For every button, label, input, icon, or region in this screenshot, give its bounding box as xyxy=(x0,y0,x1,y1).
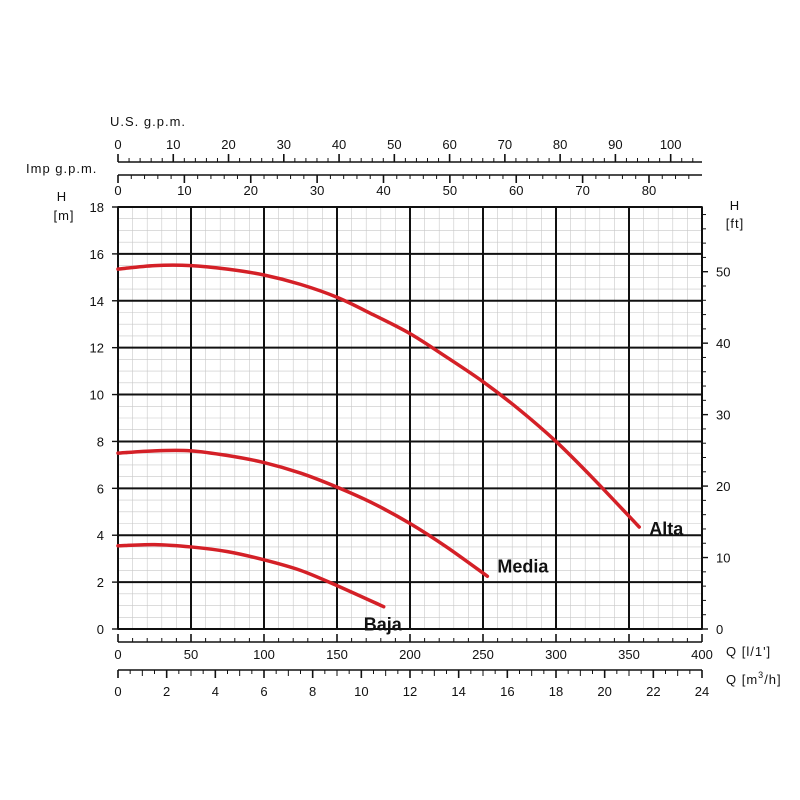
bottom-axis-title-m3h-part3: /h] xyxy=(764,672,781,687)
top-imp-axis-tick-label: 80 xyxy=(642,183,656,198)
bottom-axis-lps-tick-label: 300 xyxy=(545,647,567,662)
bottom-axis-m3h-tick-label: 0 xyxy=(114,684,121,699)
left-axis-title-h: H xyxy=(57,189,67,204)
bottom-axis-title-m3h-sup: 3 xyxy=(758,670,764,680)
bottom-axis-title-lps-part1: Q [l/1 xyxy=(726,644,763,659)
top-us-axis-tick-label: 50 xyxy=(387,137,401,152)
bottom-axis-m3h-tick-label: 20 xyxy=(597,684,611,699)
bottom-axis-m3h-tick-label: 18 xyxy=(549,684,563,699)
top-us-axis-tick-label: 70 xyxy=(498,137,512,152)
bottom-axis-title-lps-part2: '] xyxy=(763,644,771,659)
top-imp-axis-tick-label: 20 xyxy=(244,183,258,198)
left-axis-tick-label: 6 xyxy=(97,481,104,496)
bottom-axis-m3h-tick-label: 4 xyxy=(212,684,219,699)
bottom-axis-m3h-tick-label: 22 xyxy=(646,684,660,699)
left-axis-tick-label: 12 xyxy=(90,341,104,356)
left-axis-title-unit: [m] xyxy=(53,208,74,223)
bottom-axis-lps-tick-label: 0 xyxy=(114,647,121,662)
right-axis-tick-label: 50 xyxy=(716,265,730,280)
left-axis-tick-label: 10 xyxy=(90,388,104,403)
bottom-axis-lps-tick-label: 400 xyxy=(691,647,713,662)
left-axis-tick-label: 0 xyxy=(97,622,104,637)
bottom-axis-title-m3h-part1: Q [m xyxy=(726,672,758,687)
left-axis-tick-label: 16 xyxy=(90,247,104,262)
curve-alta xyxy=(116,263,641,529)
bottom-axis-title-m3h: Q [m3/h] xyxy=(726,670,782,687)
top-imp-axis-tick-label: 30 xyxy=(310,183,324,198)
top-us-axis-tick-label: 80 xyxy=(553,137,567,152)
right-axis-tick-label: 0 xyxy=(716,622,723,637)
bottom-axis-lps-tick-label: 150 xyxy=(326,647,348,662)
bottom-axis-m3h-tick-label: 8 xyxy=(309,684,316,699)
right-axis-title-h: H xyxy=(730,198,740,213)
top-us-axis-tick-label: 0 xyxy=(114,137,121,152)
bottom-axis-m3h-tick-label: 10 xyxy=(354,684,368,699)
top-us-axis-tick-label: 30 xyxy=(277,137,291,152)
bottom-axis-title-lps: Q [l/1'] xyxy=(726,644,771,659)
curve-label-alta: Alta xyxy=(649,519,684,539)
top-us-axis-tick-label: 60 xyxy=(442,137,456,152)
plot-frame xyxy=(117,206,703,630)
curves: Alta Media Baja xyxy=(116,263,684,635)
right-axis-tick-label: 20 xyxy=(716,479,730,494)
top-imp-axis-title: Imp g.p.m. xyxy=(26,161,97,176)
bottom-axis-m3h-tick-label: 12 xyxy=(403,684,417,699)
top-imp-axis-tick-label: 50 xyxy=(443,183,457,198)
curve-baja xyxy=(116,542,386,609)
bottom-axis-lps-tick-label: 250 xyxy=(472,647,494,662)
top-imp-axis-tick-label: 70 xyxy=(575,183,589,198)
left-axis-tick-label: 18 xyxy=(90,200,104,215)
right-axis-tick-label: 30 xyxy=(716,408,730,423)
left-axis-tick-label: 4 xyxy=(97,528,104,543)
top-us-axis-tick-label: 90 xyxy=(608,137,622,152)
curve-label-baja: Baja xyxy=(364,615,403,635)
top-us-axis-title: U.S. g.p.m. xyxy=(110,114,186,129)
top-us-axis-tick-label: 10 xyxy=(166,137,180,152)
top-us-axis-tick-label: 40 xyxy=(332,137,346,152)
right-axis-tick-label: 40 xyxy=(716,336,730,351)
top-imp-axis-tick-label: 60 xyxy=(509,183,523,198)
curve-label-media: Media xyxy=(497,556,549,576)
left-axis-tick-label: 2 xyxy=(97,575,104,590)
top-imp-axis-tick-label: 40 xyxy=(376,183,390,198)
top-us-axis-tick-label: 20 xyxy=(221,137,235,152)
bottom-axis-m3h-tick-label: 6 xyxy=(260,684,267,699)
top-us-axis-tick-label: 100 xyxy=(660,137,682,152)
right-axis-title-unit: [ft] xyxy=(726,216,744,231)
bottom-axis-m3h-tick-label: 16 xyxy=(500,684,514,699)
bottom-axis-lps-tick-label: 100 xyxy=(253,647,275,662)
curve-media xyxy=(116,448,490,578)
bottom-axis-lps-tick-label: 350 xyxy=(618,647,640,662)
bottom-axis-m3h-tick-label: 2 xyxy=(163,684,170,699)
bottom-axis-lps-tick-label: 200 xyxy=(399,647,421,662)
left-axis-tick-label: 14 xyxy=(90,294,104,309)
left-axis-tick-label: 8 xyxy=(97,434,104,449)
bottom-axis-lps-tick-label: 50 xyxy=(184,647,198,662)
top-imp-axis-tick-label: 0 xyxy=(114,183,121,198)
bottom-axis-m3h-tick-label: 14 xyxy=(451,684,465,699)
bottom-axis-m3h-tick-label: 24 xyxy=(695,684,709,699)
right-axis-tick-label: 10 xyxy=(716,551,730,566)
top-imp-axis-tick-label: 10 xyxy=(177,183,191,198)
